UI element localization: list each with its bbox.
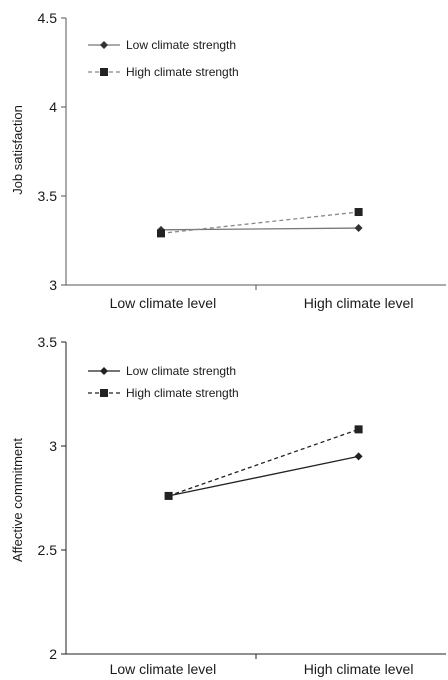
series-1-low-strength [164, 452, 363, 500]
legend-marker [100, 389, 108, 397]
y-tick-label: 4 [49, 99, 57, 115]
y-tick-label: 4.5 [38, 10, 58, 26]
data-point [354, 452, 363, 461]
y-tick-label: 3.5 [38, 334, 58, 350]
legend: Low climate strength High climate strengt… [88, 38, 239, 79]
y-tick-label: 2 [49, 646, 57, 662]
x-tick-label: High climate level [304, 661, 414, 677]
legend-label: Low climate strength [126, 364, 236, 378]
data-point [354, 425, 363, 434]
data-point [354, 224, 363, 233]
series-2-high-strength [164, 425, 363, 500]
series-line [168, 455, 359, 497]
legend: Low climate strength High climate strengt… [88, 364, 239, 400]
data-point [164, 491, 173, 500]
y-tick-label: 3 [49, 438, 57, 454]
y-axis-title: Affective commitment [10, 438, 25, 562]
legend-label: Low climate strength [126, 38, 236, 52]
y-tick-label: 2.5 [38, 542, 58, 558]
series-1-low-strength [157, 224, 363, 234]
legend-label: High climate strength [126, 386, 239, 400]
legend-marker [100, 367, 108, 375]
data-point [354, 208, 363, 217]
series-2-high-strength [157, 208, 363, 238]
y-axis-title: Job satisfaction [10, 105, 25, 195]
chart-panel-2: 2 2.5 3 3.5 Low climate level High climate le… [10, 334, 446, 677]
x-tick-label: Low climate level [110, 295, 217, 311]
legend-item: Low climate strength [88, 364, 236, 378]
series-line [168, 428, 359, 497]
x-tick-label: High climate level [304, 295, 414, 311]
y-tick-label: 3.5 [38, 188, 58, 204]
x-tick-label: Low climate level [110, 661, 217, 677]
legend-item: High climate strength [88, 386, 239, 400]
legend-marker [100, 68, 108, 76]
legend-item: High climate strength [88, 65, 239, 79]
legend-marker [100, 41, 108, 49]
series-line [160, 211, 359, 235]
legend-label: High climate strength [126, 65, 239, 79]
data-point [157, 229, 165, 238]
legend-item: Low climate strength [88, 38, 236, 52]
series-line [160, 227, 359, 231]
chart-panel-1: 3 3.5 4 4.5 Low climate level High climate le… [10, 10, 446, 311]
y-tick-label: 3 [49, 277, 57, 293]
